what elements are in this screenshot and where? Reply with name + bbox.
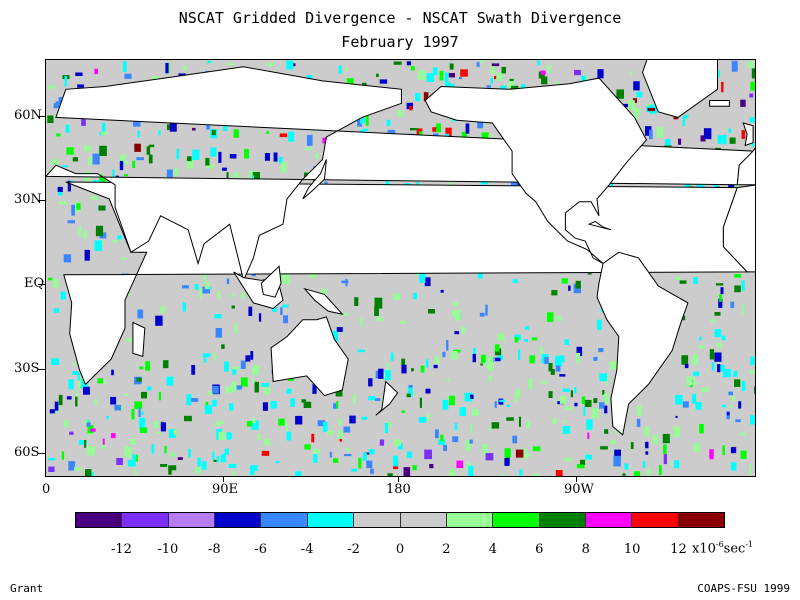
lat-tick xyxy=(38,200,45,201)
colorbar-swatch xyxy=(261,513,308,527)
colorbar-swatch xyxy=(400,513,447,527)
colorbar-swatch xyxy=(493,513,540,527)
divergence-map xyxy=(45,59,756,477)
colorbar-swatch xyxy=(76,513,123,527)
lon-tick xyxy=(576,477,577,482)
lon-label-90e: 90E xyxy=(212,482,239,497)
lat-label-60n: 60N xyxy=(14,108,42,123)
colorbar-swatch xyxy=(215,513,262,527)
colorbar xyxy=(75,512,725,528)
lat-label-eq: EQ xyxy=(24,276,45,291)
colorbar-tick-label: -8 xyxy=(207,542,221,557)
map-subtitle: February 1997 xyxy=(341,33,459,51)
cuba-island xyxy=(587,220,612,231)
colorbar-swatch xyxy=(168,513,216,527)
lon-tick xyxy=(223,477,224,482)
iceland-island xyxy=(709,100,730,107)
map-title: NSCAT Gridded Divergence - NSCAT Swath D… xyxy=(178,9,622,27)
colorbar-tick-label: 6 xyxy=(535,542,544,557)
lon-label-0: 0 xyxy=(42,482,51,497)
new-guinea-island xyxy=(303,287,344,315)
lat-tick xyxy=(38,369,45,370)
colorbar-units: x10-6sec-1 xyxy=(692,540,754,557)
lat-tick xyxy=(38,284,45,285)
lat-tick xyxy=(38,453,45,454)
colorbar-swatch xyxy=(354,513,401,527)
colorbar-swatch xyxy=(446,513,494,527)
footer-credit: COAPS-FSU 1999 xyxy=(697,582,790,595)
lat-label-30s: 30S xyxy=(14,361,40,376)
lat-label-60s: 60S xyxy=(14,445,40,460)
colorbar-swatch xyxy=(539,513,586,527)
eurasia-landmass xyxy=(46,66,755,282)
colorbar-swatch xyxy=(122,513,169,527)
colorbar-tick-label: -2 xyxy=(347,542,360,557)
colorbar-swatch xyxy=(307,513,355,527)
colorbar-swatch xyxy=(632,513,679,527)
new-zealand-island xyxy=(375,380,399,416)
colorbar-tick-label: 2 xyxy=(442,542,451,557)
colorbar-tick-label: 10 xyxy=(623,542,641,557)
lon-tick xyxy=(398,477,399,482)
colorbar-tick-label: -4 xyxy=(300,542,314,557)
lat-label-30n: 30N xyxy=(14,192,42,207)
lon-label-180: 180 xyxy=(386,482,411,497)
colorbar-swatch xyxy=(678,513,725,527)
colorbar-swatch xyxy=(585,513,633,527)
colorbar-tick-label: -10 xyxy=(157,542,179,557)
footer-author: Grant xyxy=(10,582,44,595)
greenland-landmass xyxy=(641,60,718,118)
madagascar-island xyxy=(132,321,146,357)
colorbar-tick-label: -12 xyxy=(110,542,132,557)
lon-label-90w: 90W xyxy=(564,482,594,497)
colorbar-tick-label: -6 xyxy=(254,542,268,557)
uk-island xyxy=(742,122,754,147)
map-canvas xyxy=(46,60,755,476)
borneo-island xyxy=(260,265,282,298)
colorbar-tick-label: 4 xyxy=(488,542,497,557)
japan-island xyxy=(302,159,327,200)
north-america-landmass xyxy=(424,77,648,264)
west-africa-landmass xyxy=(722,184,755,273)
australia-landmass xyxy=(270,316,349,397)
colorbar-tick-label: 0 xyxy=(395,542,405,557)
south-america-landmass xyxy=(596,251,689,436)
colorbar-tick-label: 8 xyxy=(581,542,590,557)
colorbar-tick-label: 12 xyxy=(670,542,687,557)
lat-tick xyxy=(38,116,45,117)
